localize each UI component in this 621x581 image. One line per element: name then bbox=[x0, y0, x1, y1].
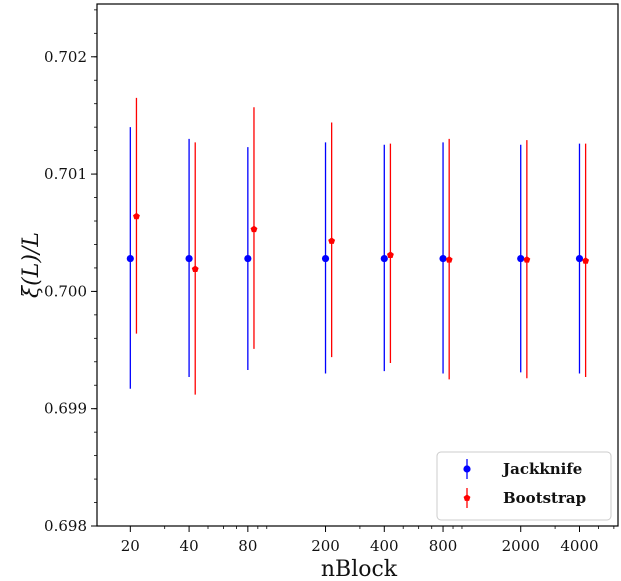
data-point bbox=[185, 254, 193, 263]
data-point bbox=[439, 254, 447, 263]
y-axis-title: ξ(L)/L bbox=[19, 232, 44, 298]
x-tick-label: 2000 bbox=[502, 537, 540, 555]
legend-items: Jackknife Bootstrap bbox=[463, 459, 586, 508]
series-layer bbox=[126, 97, 590, 395]
series-jackknife bbox=[126, 127, 584, 389]
x-tick-label: 40 bbox=[180, 537, 199, 555]
data-point bbox=[386, 251, 394, 258]
data-point bbox=[244, 254, 252, 263]
data-point bbox=[328, 237, 336, 244]
legend-label: Jackknife bbox=[501, 460, 582, 478]
axis-layer: 0.698 0.699 0.700 0.701 0.702 20 40 80 200 400 800… bbox=[44, 9, 615, 555]
x-tick-label: 400 bbox=[370, 537, 399, 555]
data-point bbox=[575, 254, 584, 263]
data-point bbox=[445, 256, 453, 263]
y-tick-label: 0.699 bbox=[44, 400, 87, 418]
y-tick-label: 0.700 bbox=[44, 282, 87, 300]
legend-box bbox=[436, 451, 612, 521]
x-axis-title: nBlock bbox=[321, 557, 398, 581]
plot-area bbox=[97, 4, 618, 526]
legend-item-jackknife: Jackknife bbox=[463, 459, 582, 479]
data-point bbox=[191, 265, 199, 273]
plot-frame bbox=[96, 3, 619, 527]
data-point bbox=[321, 254, 330, 263]
legend-label: Bootstrap bbox=[503, 489, 586, 507]
data-point bbox=[523, 256, 531, 263]
x-tick-label: 800 bbox=[429, 537, 458, 555]
x-tick-label: 200 bbox=[311, 537, 340, 555]
x-tick-label: 20 bbox=[121, 537, 140, 555]
data-point bbox=[133, 212, 140, 220]
data-point bbox=[126, 254, 134, 263]
legend-swatch-marker bbox=[463, 465, 471, 473]
data-point bbox=[380, 254, 388, 263]
data-point bbox=[517, 254, 525, 263]
legend-item-bootstrap: Bootstrap bbox=[463, 488, 586, 508]
y-tick-label: 0.698 bbox=[44, 517, 87, 535]
legend: Jackknife Bootstrap bbox=[436, 451, 612, 521]
x-tick-label: 4000 bbox=[560, 537, 598, 555]
legend-swatch-marker bbox=[463, 494, 471, 501]
y-tick-label: 0.701 bbox=[44, 165, 87, 183]
y-tick-label: 0.702 bbox=[44, 48, 87, 66]
series-bootstrap bbox=[133, 97, 590, 395]
x-tick-label: 80 bbox=[238, 537, 257, 555]
data-point bbox=[250, 225, 258, 233]
data-point bbox=[582, 257, 590, 264]
